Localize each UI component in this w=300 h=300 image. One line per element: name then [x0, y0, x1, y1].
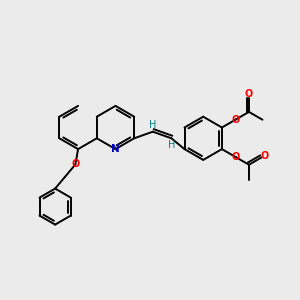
Text: O: O — [71, 160, 80, 170]
Text: O: O — [245, 88, 253, 99]
Text: H: H — [149, 120, 156, 130]
Text: O: O — [261, 151, 269, 160]
Text: O: O — [231, 152, 239, 162]
Text: H: H — [168, 140, 176, 150]
Text: O: O — [231, 115, 239, 125]
Text: N: N — [111, 144, 120, 154]
